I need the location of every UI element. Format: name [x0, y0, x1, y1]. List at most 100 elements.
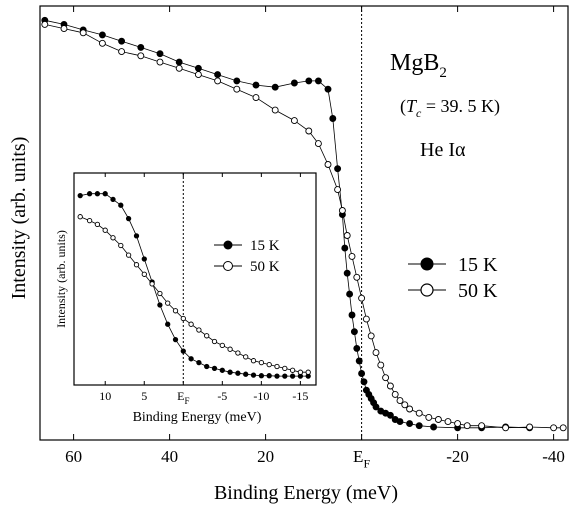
main-point-15k-10: [233, 77, 241, 85]
inset-legend: 15 K 50 K: [214, 238, 280, 275]
main-point-50k-28: [386, 382, 394, 390]
main-point-50k-26: [377, 361, 385, 369]
inset-point-50k-22: [250, 358, 257, 364]
inset-point-50k-18: [219, 342, 225, 349]
inset-point-50k-11: [165, 300, 171, 306]
inset-point-50k-16: [204, 333, 210, 339]
inset-point-15k-1: [86, 191, 93, 197]
main-point-15k-5: [137, 43, 145, 51]
main-point-50k-20: [348, 252, 356, 260]
main-point-50k-29: [391, 390, 399, 398]
main-point-15k-25: [353, 344, 361, 352]
main-point-50k-23: [362, 315, 370, 323]
inset-point-50k-8: [141, 271, 147, 277]
main-point-15k-14: [305, 77, 313, 85]
main-point-15k-26: [355, 357, 363, 365]
main-point-50k-42: [550, 424, 558, 432]
inset-x-ticks: 10 5 EF -5 -10 -15: [99, 173, 308, 406]
inset-point-15k-8: [141, 256, 147, 262]
compound-label: MgB2: [390, 50, 447, 81]
inset-x-tick-label-0: 10: [99, 389, 111, 403]
main-point-50k-17: [334, 186, 342, 194]
inset-point-15k-7: [133, 233, 140, 239]
inset-point-50k-12: [172, 308, 179, 314]
main-x-tick-label-2: 20: [257, 447, 274, 466]
main-point-50k-9: [214, 77, 222, 85]
main-point-15k-28: [360, 378, 368, 386]
inset-point-50k-27: [289, 367, 296, 373]
main-point-15k-33: [372, 403, 380, 411]
inset-x-tick-label-2: EF: [177, 389, 189, 406]
inset-legend-label-50k: 50 K: [250, 259, 280, 275]
inset-x-tick-label-1: 5: [141, 389, 147, 403]
main-point-50k-16: [324, 161, 332, 168]
main-point-15k-41: [430, 423, 438, 431]
inset-point-15k-10: [157, 302, 163, 308]
main-point-15k-27: [358, 370, 366, 377]
inset-point-50k-10: [157, 290, 163, 297]
main-point-50k-3: [98, 39, 106, 47]
main-point-15k-4: [118, 37, 126, 45]
inset-x-axis-label: Binding Energy (meV): [133, 410, 262, 425]
main-x-tick-label-4: -20: [446, 447, 469, 466]
main-x-tick-label-3: EF: [353, 447, 370, 470]
inset-point-50k-15: [196, 327, 202, 333]
main-point-50k-39: [478, 422, 486, 430]
inset-x-tick-label-5: -15: [292, 389, 308, 403]
main-point-50k-40: [502, 424, 510, 432]
inset-y-axis-label: Intensity (arb. units): [54, 230, 68, 328]
inset-point-15k-5: [118, 202, 124, 208]
tc-open-paren: (: [400, 96, 406, 117]
main-point-50k-24: [367, 332, 375, 340]
main-point-50k-25: [372, 349, 380, 357]
inset-point-50k-25: [274, 363, 280, 370]
inset-point-15k-20: [235, 370, 241, 376]
inset-point-15k-15: [196, 359, 202, 366]
inset-legend-item-50k: 50 K: [214, 259, 280, 275]
main-legend-marker-50k: [420, 283, 434, 297]
inset-point-50k-9: [149, 281, 155, 287]
main-series-15k: [41, 16, 534, 432]
inset-point-50k-29: [305, 369, 311, 375]
inset-legend-marker-50k: [223, 261, 233, 271]
main-point-50k-0: [41, 20, 49, 28]
main-point-50k-10: [233, 85, 241, 93]
inset-point-15k-3: [102, 191, 108, 197]
main-point-50k-8: [194, 71, 202, 79]
main-point-50k-38: [463, 422, 471, 430]
main-point-15k-13: [290, 79, 298, 87]
main-point-50k-31: [401, 401, 409, 409]
main-point-15k-7: [175, 58, 183, 66]
main-point-50k-15: [314, 140, 322, 148]
inset-point-15k-23: [258, 373, 265, 379]
inset-point-50k-3: [102, 227, 108, 233]
inset-point-15k-24: [266, 373, 272, 379]
main-legend-marker-15k: [420, 257, 434, 271]
main-legend: 15 K 50 K: [408, 254, 498, 302]
inset-point-50k-0: [77, 214, 83, 220]
main-point-50k-32: [406, 405, 414, 413]
main-point-50k-30: [396, 397, 404, 405]
inset-point-50k-4: [110, 235, 116, 241]
inset-point-50k-23: [258, 359, 265, 366]
main-point-50k-12: [271, 106, 279, 114]
inset-legend-item-15k: 15 K: [214, 238, 280, 254]
inset-point-15k-14: [188, 356, 194, 362]
main-point-50k-7: [175, 64, 183, 72]
inset-legend-marker-15k: [223, 240, 233, 250]
inset-point-50k-13: [180, 315, 186, 322]
inset-point-15k-27: [289, 373, 296, 379]
main-point-15k-16: [324, 85, 332, 93]
inset-point-50k-21: [243, 354, 249, 360]
inset-point-15k-0: [77, 192, 83, 199]
main-point-50k-11: [252, 94, 260, 102]
main-point-50k-18: [338, 207, 346, 214]
main-point-15k-11: [252, 81, 260, 89]
inset-point-15k-18: [219, 367, 225, 373]
main-legend-item-15k: 15 K: [408, 254, 498, 276]
main-legend-label-50k: 50 K: [458, 280, 498, 302]
main-point-15k-6: [156, 50, 164, 58]
inset-point-15k-2: [94, 191, 101, 197]
critical-temperature-label: (Tc = 39. 5 K): [400, 96, 500, 120]
